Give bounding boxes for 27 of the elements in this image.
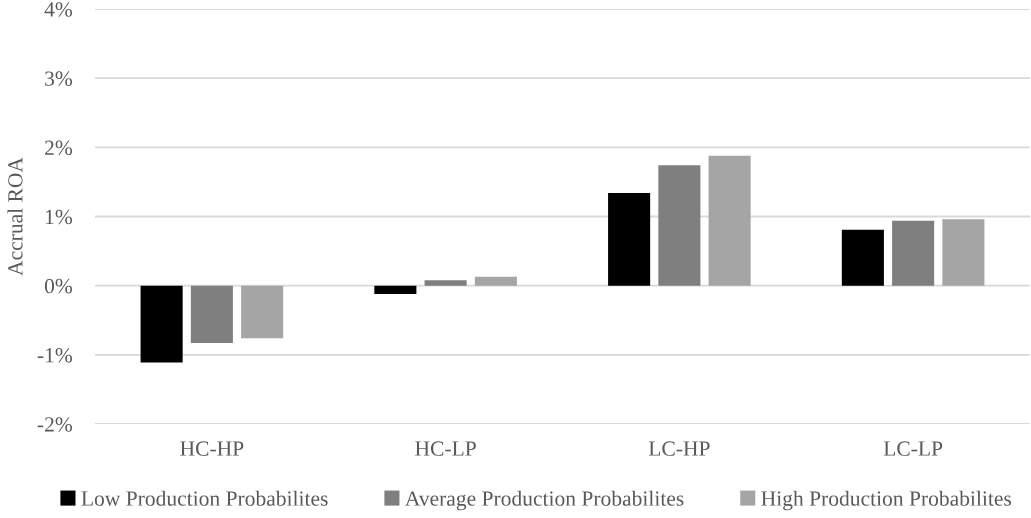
y-tick-label: 3% [45,71,73,86]
bar [892,220,935,286]
y-tick-label: -2% [37,417,73,432]
x-tick-label: LC-LP [883,441,943,456]
legend-label: High Production Probabilites [761,490,1012,511]
y-tick-label: -1% [37,347,73,363]
legend-label: Average Production Probabilites [405,490,684,511]
x-tick-label: HC-LP [415,441,476,456]
bar [658,165,701,286]
x-tick-label: LC-HP [648,441,710,456]
bar [942,219,985,286]
bar [708,155,751,286]
bar [190,285,233,344]
y-tick-label: 1% [45,209,73,225]
bar [474,276,517,286]
bar [140,285,183,363]
x-tick-label: HC-HP [180,441,244,456]
legend-label: Low Production Probabilites [81,490,328,506]
y-tick-label: 0% [44,278,73,294]
bar [374,285,417,294]
y-axis-title: Accrual ROA [7,157,23,276]
bar [841,229,884,286]
y-tick-label: 2% [45,140,73,156]
bar [608,192,651,286]
bar [424,280,467,286]
y-tick-label: 4% [44,2,73,17]
bar [241,285,284,339]
